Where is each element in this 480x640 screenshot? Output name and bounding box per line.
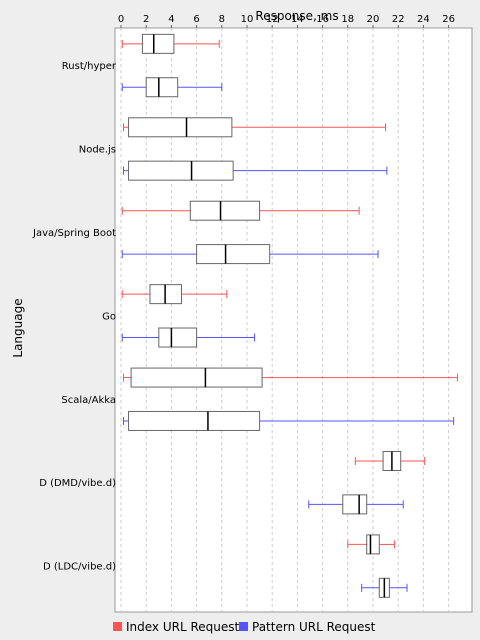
iqr-box bbox=[189, 200, 261, 221]
category-label: D (LDC/vibe.d) bbox=[43, 562, 116, 573]
iqr-box bbox=[342, 494, 368, 515]
box-plot bbox=[121, 200, 360, 221]
legend-swatch-pattern bbox=[239, 622, 248, 631]
iqr-box bbox=[141, 33, 175, 54]
category-label: Rust/hyper bbox=[62, 61, 117, 72]
iqr-box bbox=[145, 77, 179, 98]
box-plot bbox=[361, 577, 408, 598]
box-plot bbox=[123, 117, 387, 138]
x-tick-label: 18 bbox=[341, 14, 354, 25]
box-plot bbox=[121, 327, 256, 348]
y-axis-title: Language bbox=[11, 298, 25, 357]
x-tick-label: 2 bbox=[143, 14, 149, 25]
x-tick-label: 16 bbox=[316, 14, 329, 25]
x-tick-label: 20 bbox=[367, 14, 380, 25]
box-plots bbox=[121, 33, 458, 598]
x-tick-label: 6 bbox=[193, 14, 199, 25]
iqr-box bbox=[158, 327, 198, 348]
x-tick-label: 8 bbox=[219, 14, 225, 25]
box-plot bbox=[123, 367, 458, 388]
iqr-box bbox=[128, 117, 233, 138]
iqr-box bbox=[128, 160, 234, 181]
box-plot bbox=[123, 160, 388, 181]
legend-label-index: Index URL Request bbox=[126, 620, 240, 634]
category-label: Scala/Akka bbox=[61, 395, 116, 406]
x-axis-title: Response, ms bbox=[255, 9, 338, 23]
box-plot bbox=[121, 284, 228, 305]
iqr-box bbox=[128, 410, 261, 431]
category-label: D (DMD/vibe.d) bbox=[39, 478, 116, 489]
x-tick-label: 12 bbox=[266, 14, 279, 25]
category-label: Node.js bbox=[79, 144, 116, 155]
iqr-box bbox=[366, 534, 380, 555]
category-label: Java/Spring Boot bbox=[32, 228, 116, 239]
x-tick-label: 26 bbox=[442, 14, 455, 25]
box-plot bbox=[121, 244, 379, 265]
category-labels: Rust/hyper Node.js Java/Spring Boot Go Scala… bbox=[32, 61, 117, 573]
box-plot bbox=[347, 534, 395, 555]
box-plot bbox=[121, 77, 223, 98]
x-tick-label: 4 bbox=[168, 14, 174, 25]
box-plot bbox=[354, 450, 426, 471]
category-label: Go bbox=[102, 311, 116, 322]
iqr-box bbox=[196, 244, 271, 265]
box-plot bbox=[121, 33, 220, 54]
x-tick-label: 24 bbox=[417, 14, 430, 25]
plot-area bbox=[114, 27, 473, 613]
x-tick-label: 14 bbox=[291, 14, 304, 25]
legend-label-pattern: Pattern URL Request bbox=[252, 620, 376, 634]
x-axis-ticks: 0 2 4 6 8 10 12 14 16 18 20 22 24 26 bbox=[118, 14, 455, 28]
x-tick-label: 10 bbox=[241, 14, 254, 25]
x-tick-label: 22 bbox=[392, 14, 405, 25]
iqr-box bbox=[130, 367, 263, 388]
legend: Index URL Request Pattern URL Request bbox=[113, 620, 376, 634]
legend-swatch-index bbox=[113, 622, 122, 631]
box-plot bbox=[123, 410, 455, 431]
box-plot bbox=[308, 494, 404, 515]
x-tick-label: 0 bbox=[118, 14, 124, 25]
